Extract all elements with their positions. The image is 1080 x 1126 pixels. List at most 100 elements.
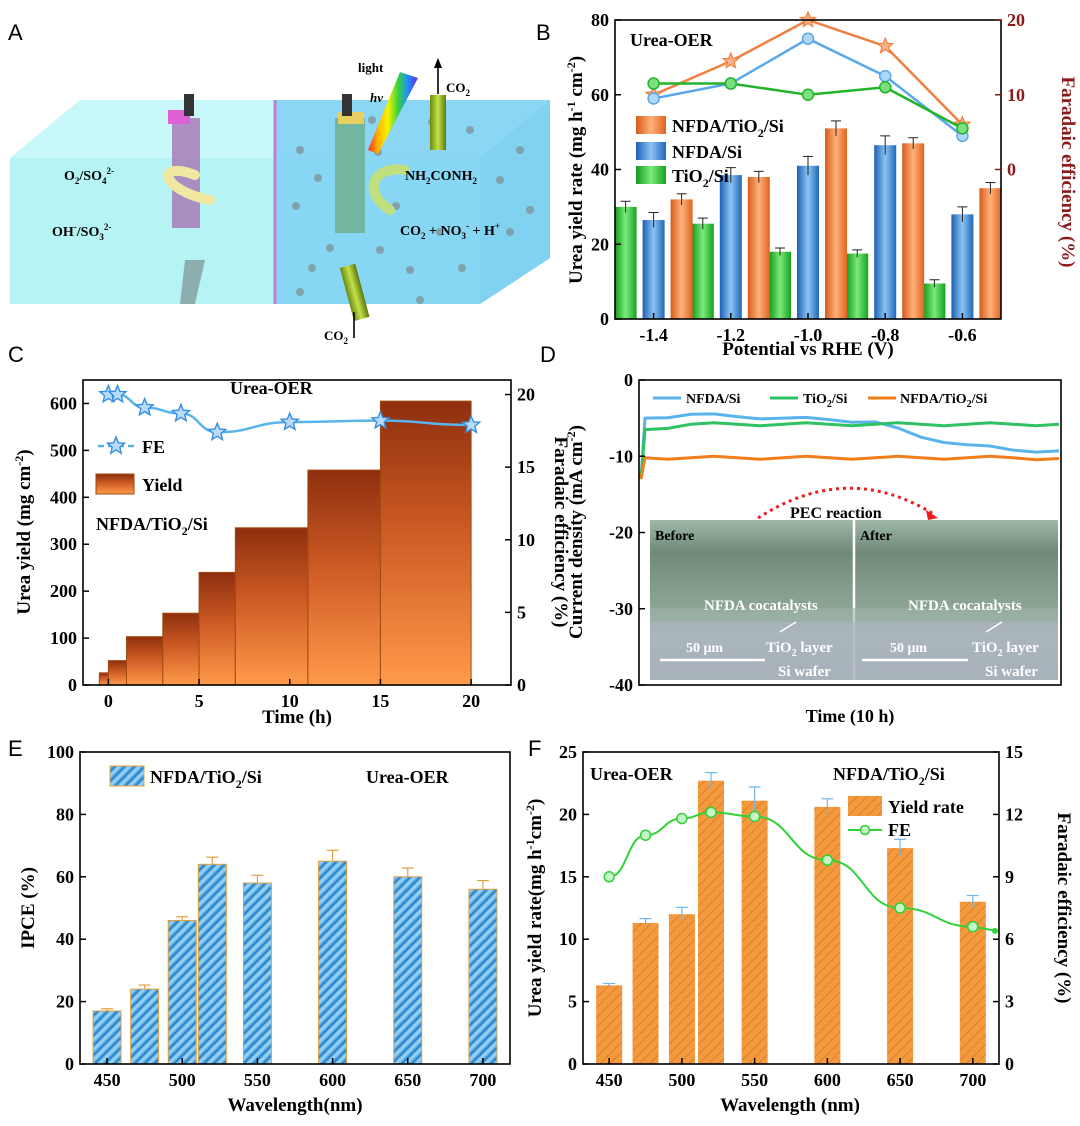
y-tick-label: 60: [56, 867, 74, 887]
bar: [642, 219, 665, 319]
co2-bottom-label: CO2: [324, 328, 349, 346]
fe-marker: [639, 829, 652, 841]
y2-tick-label: 0: [1005, 1054, 1014, 1074]
x-tick-label: -0.8: [871, 325, 900, 345]
fe-marker: [460, 414, 482, 434]
cathode-electrode: [335, 118, 365, 233]
panel-c-bars: [98, 400, 472, 686]
x-tick-label: 700: [469, 1070, 496, 1090]
bar: [797, 165, 819, 319]
y-tick-label: 40: [56, 929, 74, 949]
co2-in-tube: [339, 263, 370, 322]
anode-product-label: O2/SO42-: [64, 166, 114, 186]
x-tick-label: 450: [596, 1070, 623, 1090]
bar: [769, 251, 791, 319]
x-tick-label: 5: [195, 691, 204, 711]
legend-label-yield-rate: Yield rate: [888, 797, 964, 817]
yield-rate-bar: [698, 780, 724, 1064]
panel-d-letter: D: [540, 342, 556, 367]
y-tick-label: 400: [50, 487, 77, 507]
x-tick-label: 550: [741, 1070, 768, 1090]
panel-e-title: Urea-OER: [366, 767, 450, 787]
y2-tick-label: 10: [517, 530, 535, 550]
tio2-layer-label-before: TiO2 layer: [766, 640, 833, 659]
panel-e-ticks: 0 20 40 60 80 100 450 500 550 600 650 700: [47, 742, 496, 1090]
panel-a-illustration: A: [8, 20, 550, 346]
panel-b-ticks: 0 20 40 60 80 0 10 20 -1.4 -1.2 -1.0 -0.8 -0.6: [591, 10, 1025, 345]
y-tick-label: 300: [50, 534, 77, 554]
y-tick-label: 200: [50, 581, 77, 601]
panel-d-lines: [639, 412, 1060, 480]
panel-f-chart: 0 5 10 15 20 25 0 3 6 9 12 15 450 500 550 600 650 700 Ure…: [523, 742, 1074, 1116]
y2-tick-label: 5: [517, 602, 526, 622]
fe-marker: [370, 409, 391, 430]
fe-marker: [170, 402, 192, 423]
panel-d-ticks: 0 -10 -20 -30 -40: [609, 370, 645, 695]
ipce-bar: [167, 919, 197, 1065]
panel-f-ticks: 0 5 10 15 20 25 0 3 6 9 12 15 450 500 550 600 650 700: [559, 742, 1023, 1090]
legend-label-fe-f: FE: [888, 820, 911, 840]
fe-marker: [878, 81, 892, 94]
y-tick-label: -10: [609, 446, 633, 466]
bar: [614, 206, 637, 319]
y2-tick-label: 20: [517, 385, 535, 405]
panel-b-ylabel2: Faradaic efficiency (%): [1057, 77, 1078, 268]
y-tick-label: 20: [591, 234, 609, 254]
panel-d-ylabel: Current density (mA cm-2): [564, 425, 587, 639]
panel-f-letter: F: [528, 736, 541, 761]
anode-wire: [184, 94, 194, 116]
y2-tick-label: 12: [1005, 804, 1023, 824]
y2-tick-label: 15: [517, 457, 535, 477]
yield-rate-bar: [632, 922, 659, 1064]
ipce-bar: [468, 888, 498, 1065]
y-tick-label: 10: [559, 929, 577, 949]
yield-bar: [126, 636, 164, 686]
panel-c-letter: C: [8, 342, 24, 367]
cathode-reactant-label: CO2 + NO3- + H+: [400, 221, 500, 241]
bar: [691, 223, 714, 319]
bar: [825, 128, 847, 319]
anode-post: [180, 260, 205, 304]
panel-e-xlabel: Wavelength(nm): [227, 1095, 362, 1116]
y2-tick-label: 0: [1007, 160, 1016, 180]
sem-after-label: After: [860, 529, 892, 544]
panel-f-frame: [582, 751, 1000, 1065]
y-tick-label: 80: [591, 10, 609, 30]
panel-f-sample: NFDA/TiO2/Si: [833, 764, 945, 788]
y-tick-label: 40: [591, 160, 609, 180]
legend-marker-fe-f: [859, 824, 871, 836]
x-tick-label: 600: [814, 1070, 841, 1090]
light-label: light: [358, 60, 384, 75]
pec-reaction-label: PEC reaction: [790, 505, 882, 522]
x-tick-label: 0: [104, 691, 113, 711]
co2-out-tube: [430, 95, 446, 150]
x-tick-label: 20: [462, 691, 480, 711]
y-tick-label: 15: [559, 867, 577, 887]
panel-c-ylabel: Urea yield (mg cm-2): [12, 449, 35, 614]
y-tick-label: 100: [50, 628, 77, 648]
panel-f-legend: Yield rate FE: [848, 796, 964, 840]
fe-end-marker: [992, 927, 998, 934]
ipce-bar: [92, 1010, 122, 1065]
legend-swatch-nfda-si: [636, 142, 666, 160]
si-wafer-band: [650, 622, 1058, 680]
tio2-pointer-before: [779, 621, 797, 633]
x-tick-label: 500: [169, 1070, 196, 1090]
fe-marker: [967, 920, 979, 933]
x-tick-label: 450: [94, 1070, 121, 1090]
tio2-pointer-after: [985, 621, 1003, 633]
yield-bar: [307, 469, 381, 686]
bar: [874, 145, 897, 319]
panel-c-title: Urea-OER: [230, 378, 314, 398]
panel-b-letter: B: [536, 20, 551, 45]
y-tick-label: 5: [568, 992, 577, 1012]
x-tick-label: 10: [281, 691, 299, 711]
y-tick-label: 0: [600, 309, 609, 329]
ipce-bar: [242, 882, 272, 1065]
y-tick-label: 20: [559, 804, 577, 824]
fe-marker: [748, 810, 761, 823]
panel-d-xlabel: Time (10 h): [806, 706, 895, 727]
cathode-product-label: NH2CONH2: [405, 169, 478, 186]
panel-b-xlabel: Potential vs RHE (V): [722, 339, 894, 360]
panel-c-sample: NFDA/TiO2/Si: [96, 514, 208, 538]
